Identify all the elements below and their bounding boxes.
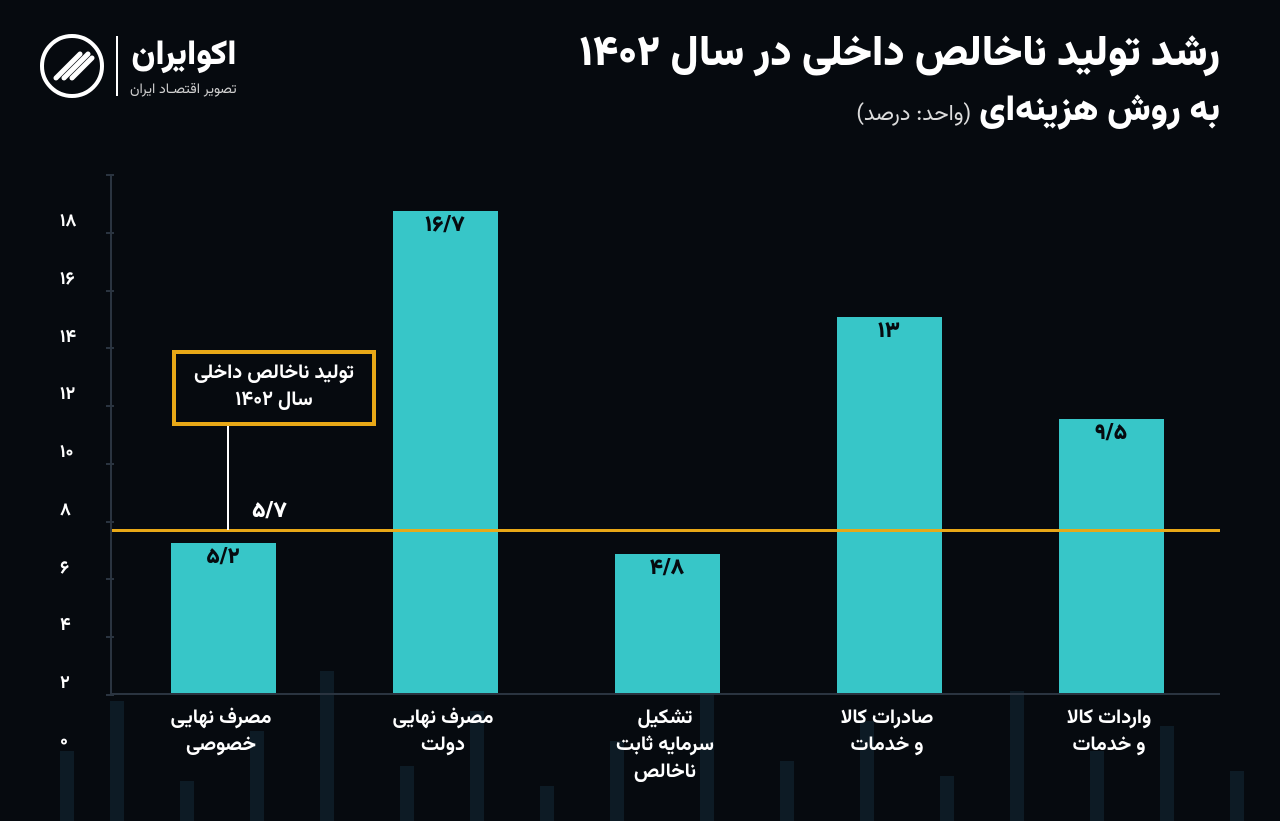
bar-value-label: ۱۳ [878,314,900,349]
plot-area: ۵/۲ ۱۶/۷ ۴/۸ ۱۳ ۹/۵ ۵/۷ تولید ناخالص داخلی س… [110,175,1220,695]
chart-subtitle: به روش هزینه‌ای [979,84,1220,140]
brand-logo: اکوایران تصویر اقتصـاد ایران [40,30,237,101]
bar-value-label: ۵/۲ [206,540,240,575]
chart-title: رشد تولید ناخالص داخلی در سال ۱۴۰۲ [580,30,1220,80]
reference-annotation-box: تولید ناخالص داخلی سال ۱۴۰۲ [172,350,376,426]
brand-name: اکوایران [130,30,237,83]
bar-value-label: ۱۶/۷ [425,208,465,243]
reference-line [112,529,1220,532]
brand-mark-icon [40,34,104,98]
x-category-label: مصرف نهایی خصوصی [115,705,327,759]
x-category-label: تشکیل سرمایه ثابت ناخالص [559,705,771,786]
bar [1059,419,1164,693]
x-category-label: صادرات کالا و خدمات [781,705,993,759]
reference-value: ۵/۷ [252,494,287,529]
header: رشد تولید ناخالص داخلی در سال ۱۴۰۲ به رو… [40,30,1220,140]
brand-tagline: تصویر اقتصـاد ایران [130,79,237,101]
y-tick-label: ۱۸ [60,208,100,294]
x-category-label: مصرف نهایی دولت [337,705,549,759]
reference-connector [227,422,229,530]
bar [393,211,498,693]
annotation-line2: سال ۱۴۰۲ [235,384,312,416]
bar-value-label: ۹/۵ [1095,416,1127,451]
bar-chart: ۰۲۴۶۸۱۰۱۲۱۴۱۶۱۸ ۵/۲۱۶/۷۴/۸۱۳۹/۵ ۵/۷ تولی… [60,175,1220,771]
x-category-label: واردات کالا و خدمات [1003,705,1215,759]
title-block: رشد تولید ناخالص داخلی در سال ۱۴۰۲ به رو… [580,30,1220,140]
brand-divider [116,36,118,96]
chart-unit: (واحد: درصد) [856,97,971,132]
bar [837,317,942,693]
bars-container: ۵/۲ ۱۶/۷ ۴/۸ ۱۳ ۹/۵ [112,175,1220,693]
bar-value-label: ۴/۸ [650,551,685,586]
